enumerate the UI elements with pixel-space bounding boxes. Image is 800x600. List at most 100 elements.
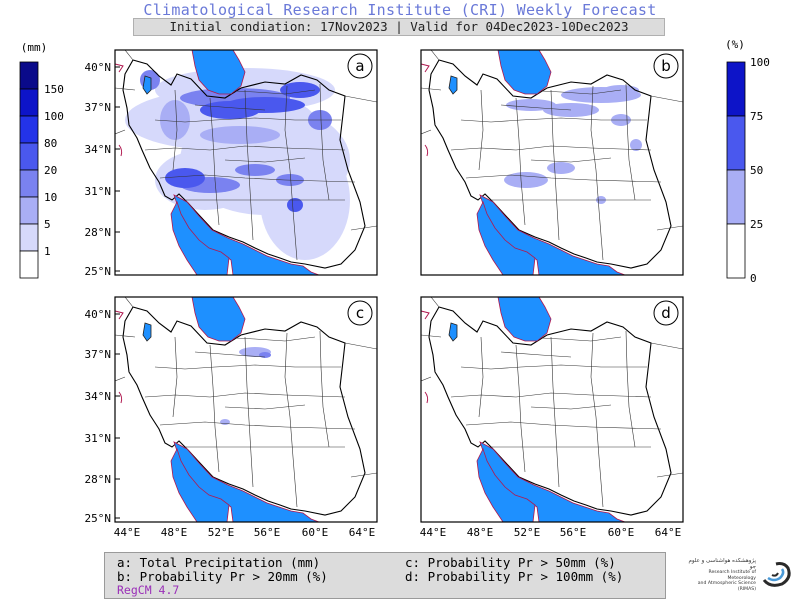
precip-area [165, 168, 205, 188]
province-border [124, 297, 134, 308]
legend-item-a: a: Total Precipitation (mm) [117, 555, 321, 570]
lon-tick-label: 56°E [254, 526, 281, 539]
logo-line-fa: پژوهشکده هواشناسی و علوم جو [688, 558, 757, 570]
province-border [124, 50, 134, 61]
left-colorbar-label: 20 [44, 164, 57, 177]
province-border [625, 83, 636, 201]
province-border [159, 174, 356, 183]
province-border [478, 336, 484, 418]
province-border [478, 89, 484, 171]
logo-swirl-icon [762, 562, 791, 587]
left-colorbar-label: 10 [44, 191, 57, 204]
province-border [224, 157, 306, 163]
lon-tick-label: 52°E [514, 526, 541, 539]
map-panel-b: b [420, 49, 684, 276]
province-border [284, 332, 298, 508]
province-border [421, 376, 432, 382]
left-colorbar-swatch [19, 169, 39, 198]
province-border [465, 421, 662, 430]
right-colorbar-label: 0 [750, 272, 757, 285]
logo-line-en1: Research Institute of Meteorology [708, 570, 757, 581]
province-border [515, 97, 526, 226]
institute-logo: پژوهشکده هواشناسی و علوم جو Research Ins… [688, 556, 796, 592]
lon-tick-label: 48°E [467, 526, 494, 539]
province-border [550, 336, 560, 488]
lake [142, 322, 152, 342]
water-body [170, 200, 230, 275]
province-border [650, 342, 683, 350]
precip-area [160, 100, 190, 140]
panel-label-b: b [661, 57, 671, 75]
lon-tick-label: 56°E [560, 526, 587, 539]
legend-item-c: c: Probability Pr > 50mm (%) [405, 555, 616, 570]
province-border [115, 376, 126, 382]
left-colorbar-label: 100 [44, 110, 64, 123]
province-border [590, 85, 604, 261]
lat-tick-label: 34°N [85, 390, 112, 403]
panel-label-d: d [661, 304, 671, 322]
precip-area [547, 162, 575, 174]
province-border [656, 472, 683, 478]
province-border [194, 104, 266, 111]
province-border [590, 332, 604, 508]
right-colorbar-unit: (%) [725, 38, 745, 51]
country-border [428, 59, 672, 269]
lon-tick-label: 44°E [114, 526, 141, 539]
province-border [460, 117, 647, 123]
province-border [344, 95, 377, 103]
panel-label-c: c [356, 304, 364, 322]
right-colorbar-label: 75 [750, 110, 763, 123]
right-colorbar-swatch [726, 61, 746, 117]
province-border [224, 404, 306, 410]
left-colorbar-swatch [19, 142, 39, 171]
map-panel-a: a [114, 49, 378, 276]
map-panel-d: d [420, 296, 684, 523]
province-border [154, 364, 341, 370]
lat-tick-label: 28°N [85, 226, 112, 239]
province-border [460, 364, 647, 370]
province-border [244, 89, 254, 241]
province-border [450, 145, 652, 151]
lake [448, 322, 458, 342]
water-body [497, 297, 552, 342]
panel-label-a: a [355, 57, 364, 75]
left-colorbar-swatch [19, 196, 39, 225]
lon-tick-label: 52°E [208, 526, 235, 539]
right-colorbar-label: 25 [750, 218, 763, 231]
province-border [209, 97, 220, 226]
lat-tick-label: 37°N [85, 348, 112, 361]
logo-line-en2: and Atmospheric Science (RIMAS) [697, 581, 756, 592]
province-border [144, 145, 346, 151]
province-border [319, 330, 330, 448]
lat-tick-label: 34°N [85, 143, 112, 156]
right-colorbar-label: 50 [750, 164, 763, 177]
province-border [500, 351, 572, 358]
left-colorbar-swatch [19, 250, 39, 279]
lake [448, 75, 458, 95]
panel-label-badge [347, 53, 373, 79]
province-border [421, 87, 442, 91]
province-border [550, 89, 560, 241]
water-body [170, 447, 230, 522]
left-colorbar-swatch [19, 115, 39, 144]
province-border [350, 225, 377, 231]
province-border [350, 472, 377, 478]
province-border [650, 95, 683, 103]
province-border [344, 342, 377, 350]
left-colorbar-label: 5 [44, 218, 51, 231]
water-body [476, 200, 536, 275]
province-border [115, 129, 126, 135]
precip-area [280, 82, 320, 98]
precip-area [506, 99, 556, 111]
lat-tick-label: 37°N [85, 101, 112, 114]
precip-area [259, 352, 271, 358]
lon-tick-label: 60°E [608, 526, 635, 539]
panel-label-badge [347, 300, 373, 326]
province-border [465, 174, 662, 183]
lon-tick-label: 64°E [655, 526, 682, 539]
province-border [430, 297, 440, 308]
lat-tick-label: 31°N [85, 432, 112, 445]
left-colorbar-unit: (mm) [21, 41, 48, 54]
province-border [284, 85, 298, 261]
